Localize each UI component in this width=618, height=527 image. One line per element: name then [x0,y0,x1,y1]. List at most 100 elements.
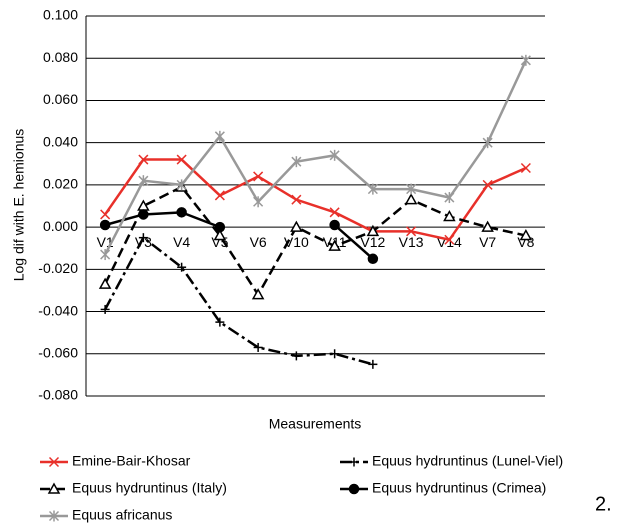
series-line [333,224,374,260]
marker-stroke [176,154,187,165]
point [138,209,149,220]
marker-shape [348,483,360,495]
point [100,209,111,220]
legend-label: Emine-Bair-Khosar [72,453,191,469]
point [98,277,112,289]
point [291,156,302,168]
point [482,137,493,149]
y-tick-label: 0.040 [43,133,78,149]
marker-shape [404,193,418,205]
point [214,130,225,142]
marker-stroke [253,171,264,182]
point [444,234,455,245]
y-tick-label: -0.080 [38,387,78,403]
y-tick-label: -0.060 [38,344,78,360]
y-axis-label: Log dif with E. hemionus [11,129,27,282]
legend-label: Equus hydruntinus (Crimea) [372,480,546,496]
series-line [104,235,374,366]
point [253,171,264,182]
point [215,317,225,327]
point [329,207,340,218]
x-tick-label: V6 [250,234,267,250]
point [406,226,417,237]
marker-stroke [520,162,531,174]
marker-shape [328,239,341,251]
legend-marker [48,456,60,468]
point [329,219,340,231]
point [520,54,531,66]
point [481,220,494,232]
point [177,262,187,272]
point [176,179,187,191]
x-tick-label: V7 [479,234,496,250]
marker-shape [329,219,340,231]
marker-shape [214,221,226,233]
y-tick-label: 0.020 [43,176,78,192]
point [214,190,225,201]
point [290,220,303,232]
point [443,210,456,222]
point [214,221,226,233]
point [482,179,493,190]
marker-shape [481,220,494,232]
marker-shape [366,224,380,237]
series-line [104,185,527,298]
marker-stroke [482,179,493,190]
legend-label: Equus africanus [72,507,172,523]
figure-number: 2. [595,493,612,515]
marker-shape [519,229,533,241]
point [519,229,533,241]
point [253,342,263,352]
point [291,194,302,205]
marker-stroke [406,226,417,237]
marker-stroke [100,209,111,220]
point [404,193,418,205]
marker-stroke [329,207,340,218]
marker-shape [290,220,303,232]
y-tick-label: -0.040 [38,302,78,318]
y-tick-label: 0.060 [43,91,78,107]
point [444,192,455,204]
point [138,154,149,165]
marker-shape [213,229,227,241]
y-tick-label: 0.080 [43,49,78,65]
point [368,359,378,369]
marker-stroke [48,456,60,468]
legend-label: Equus hydruntinus (Lunel-Viel) [372,453,563,469]
point [251,288,265,300]
marker-shape [47,482,61,494]
legend-marker [348,483,360,495]
series-line [104,59,528,256]
point [367,253,379,265]
point [328,239,341,251]
series-line [104,158,527,242]
point [520,162,531,174]
x-tick-label: V14 [437,234,462,250]
point [367,183,378,195]
marker-shape [176,207,187,218]
point [100,249,111,261]
point [100,304,110,314]
legend-marker [48,510,60,522]
point [176,207,187,218]
point [138,175,149,187]
marker-stroke [444,234,455,245]
legend-marker [47,482,61,494]
point [176,154,187,165]
marker-stroke [291,194,302,205]
x-axis-label: Measurements [269,416,362,432]
y-tick-label: 0.100 [43,7,78,23]
point [366,224,380,237]
legend-label: Equus hydruntinus (Italy) [72,480,227,496]
y-tick-label: -0.020 [38,260,78,276]
marker-shape [99,219,111,231]
legend-marker [349,457,359,467]
point [99,219,111,231]
x-tick-label: V4 [173,234,190,250]
point [253,196,264,208]
point [329,149,340,161]
marker-shape [138,209,149,220]
y-tick-label: 0.000 [43,218,78,234]
point [291,351,301,361]
